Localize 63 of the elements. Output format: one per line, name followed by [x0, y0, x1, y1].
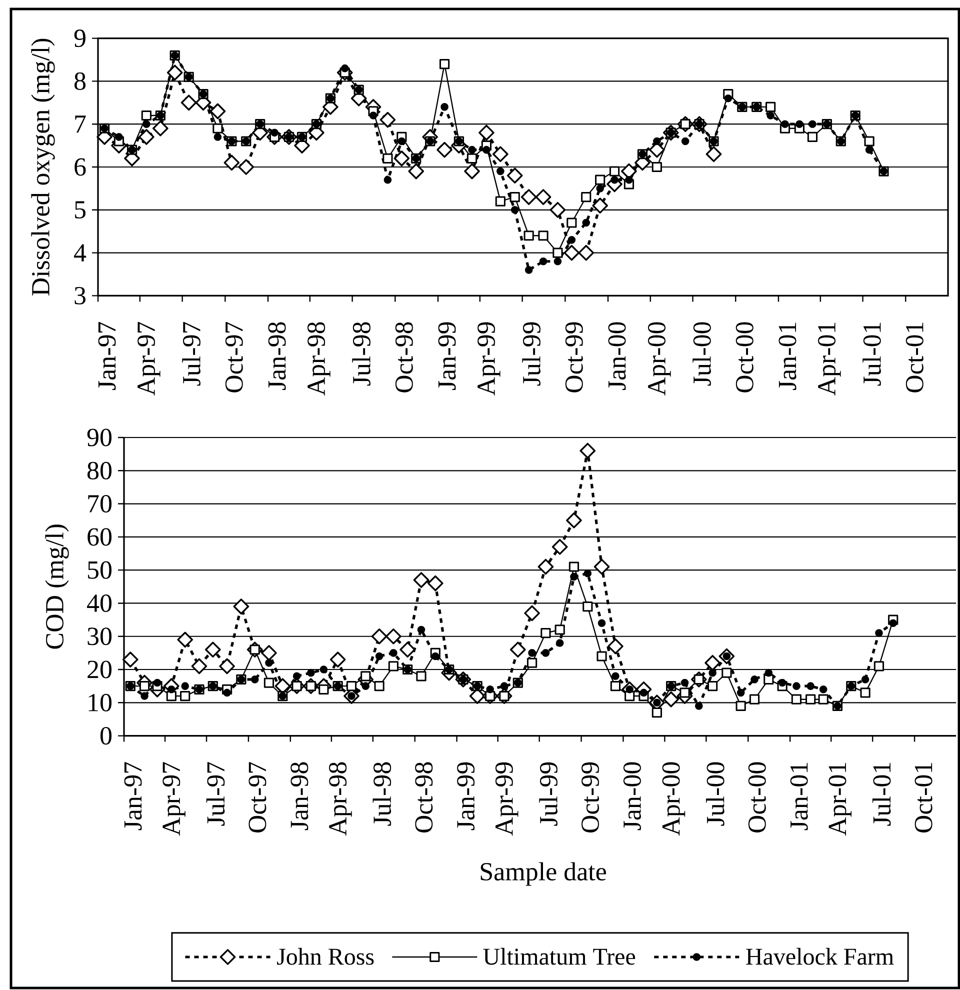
x-tick-label: Jul-00 — [706, 762, 724, 826]
y-tick-label: 3 — [74, 286, 86, 304]
y-tick-label: 4 — [74, 244, 86, 262]
y-tick-label: 80 — [87, 462, 112, 480]
x-tick-label: Jan-99 — [438, 322, 456, 390]
x-tick-label: Oct-97 — [225, 322, 243, 392]
legend-label: Havelock Farm — [746, 948, 894, 965]
x-tick-label: Jul-98 — [352, 322, 370, 386]
y-tick-label: 8 — [74, 72, 86, 90]
y-tick-label: 50 — [88, 561, 112, 579]
x-tick-label: Oct-01 — [914, 762, 932, 832]
x-tick-label: Oct-97 — [248, 762, 266, 832]
x-tick-label: Jan-98 — [268, 322, 286, 390]
legend-label: John Ross — [277, 948, 374, 965]
y-tick-label: 7 — [75, 116, 86, 133]
x-tick-label: Apr-97 — [138, 322, 160, 396]
y-tick-label: 5 — [75, 201, 86, 219]
y-tick-label: 9 — [74, 30, 86, 48]
x-tick-label: Jan-97 — [124, 762, 142, 830]
x-tick-label: Apr-00 — [648, 322, 671, 396]
x-tick-label: Jul-99 — [539, 762, 558, 826]
x-tick-label: Oct-01 — [906, 322, 924, 392]
y-tick-label: 70 — [88, 495, 112, 513]
y-axis-title: COD (mg/l) — [45, 524, 69, 649]
y-tick-label: 20 — [88, 660, 112, 678]
x-tick-label: Apr-98 — [329, 762, 352, 836]
x-tick-label: Apr-98 — [308, 322, 330, 396]
x-tick-label: Jan-01 — [778, 322, 796, 390]
x-tick-label: Oct-99 — [582, 762, 599, 832]
x-tick-label: Oct-00 — [736, 322, 754, 392]
x-tick-label: Jul-98 — [372, 762, 392, 826]
x-tick-label: Apr-01 — [818, 322, 841, 396]
x-tick-label: Apr-99 — [495, 762, 518, 836]
x-tick-label: Jan-01 — [790, 762, 808, 830]
x-tick-label: Oct-98 — [415, 762, 433, 832]
x-tick-label: Jul-99 — [522, 322, 540, 386]
x-tick-label: Apr-01 — [828, 762, 852, 836]
x-tick-label: Jan-00 — [623, 762, 641, 830]
x-tick-label: Oct-99 — [565, 322, 583, 392]
x-tick-label: Jul-01 — [872, 762, 891, 826]
y-tick-label: 30 — [88, 628, 112, 646]
y-tick-label: 0 — [100, 727, 112, 745]
y-tick-label: 10 — [88, 694, 112, 712]
x-tick-label: Jul-97 — [206, 762, 225, 826]
x-tick-label: Jan-99 — [457, 762, 475, 830]
x-tick-label: Jan-98 — [290, 762, 308, 830]
x-tick-label: Apr-00 — [662, 762, 686, 836]
x-tick-label: Oct-98 — [395, 322, 413, 392]
x-tick-label: Oct-00 — [748, 762, 766, 832]
y-tick-label: 60 — [88, 528, 112, 546]
x-tick-label: Apr-99 — [478, 322, 500, 396]
x-tick-label: Jan-00 — [608, 322, 626, 390]
x-axis-title: Sample date — [480, 862, 606, 886]
x-tick-label: Jul-97 — [182, 322, 200, 386]
x-tick-label: Jul-00 — [692, 322, 711, 386]
y-tick-label: 90 — [87, 428, 112, 446]
legend-label: Ultimatum Tree — [483, 948, 636, 965]
y-tick-label: 6 — [74, 158, 86, 176]
x-tick-label: Apr-97 — [162, 762, 186, 836]
x-tick-label: Jan-97 — [98, 322, 116, 390]
x-tick-label: Jul-01 — [862, 322, 881, 386]
y-axis-title: Dissolved oxygen (mg/l) — [31, 38, 55, 296]
y-tick-label: 40 — [87, 594, 112, 612]
